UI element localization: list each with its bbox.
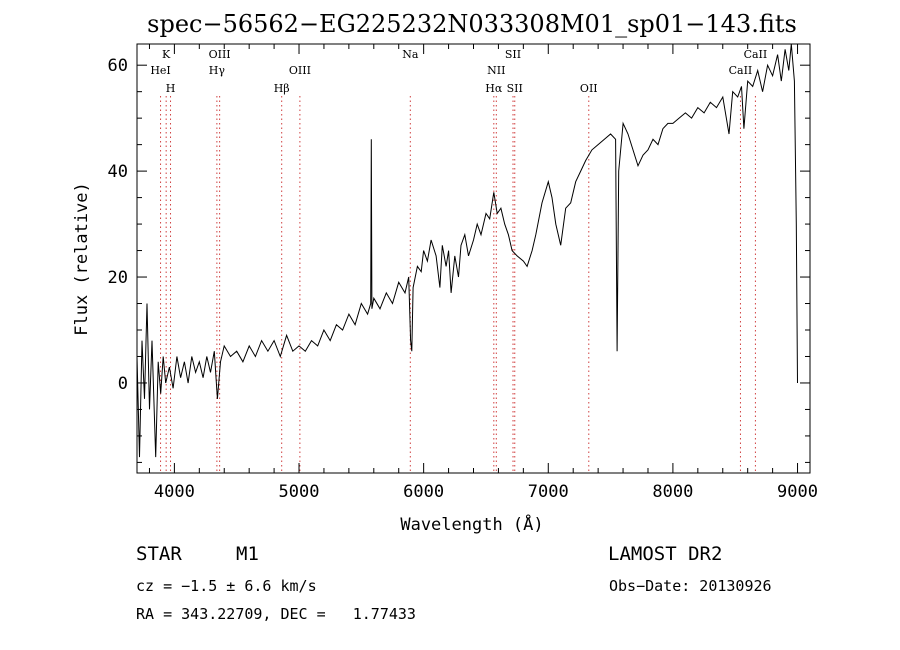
- coordinates: RA = 343.22709, DEC = 1.77433: [136, 605, 416, 623]
- x-tick-label: 9000: [777, 482, 818, 502]
- emission-line-label: SII: [505, 48, 521, 61]
- object-class: STAR: [136, 543, 182, 565]
- emission-line-label: CaII: [729, 64, 753, 77]
- emission-line-label: Na: [402, 48, 419, 61]
- emission-line-label: NII: [487, 64, 505, 77]
- emission-line-label: OII: [580, 82, 598, 95]
- axis-ticks: [137, 44, 810, 473]
- emission-line-label: OIII: [289, 64, 311, 77]
- emission-line-label: H: [166, 82, 176, 95]
- y-tick-label: 40: [108, 162, 128, 182]
- emission-line-label: K: [162, 48, 171, 61]
- emission-line-label: Hβ: [274, 82, 290, 95]
- x-tick-label: 6000: [403, 482, 444, 502]
- object-subclass: M1: [236, 543, 259, 565]
- y-tick-label: 60: [108, 56, 128, 76]
- emission-line-label: Hα: [485, 82, 503, 95]
- emission-line-markers: [160, 96, 756, 473]
- emission-line-label: HeI: [150, 64, 170, 77]
- x-tick-label: 5000: [279, 482, 320, 502]
- plot-frame: [136, 43, 811, 474]
- x-tick-label: 4000: [154, 482, 195, 502]
- survey-name: LAMOST DR2: [608, 543, 723, 565]
- emission-line-label: OIII: [209, 48, 231, 61]
- x-tick-label: 8000: [652, 482, 693, 502]
- emission-line-label: Hγ: [209, 64, 226, 77]
- y-tick-label: 20: [108, 268, 128, 288]
- x-tick-label: 7000: [528, 482, 569, 502]
- emission-line-label: SII: [507, 82, 523, 95]
- observation-date: Obs−Date: 20130926: [609, 577, 772, 595]
- spectrum-series: [136, 43, 798, 458]
- axis-tick-labels: 4000 5000 6000 7000 8000 9000 0 20 40 60: [108, 56, 818, 502]
- y-tick-label: 0: [118, 374, 128, 394]
- redshift-cz: cz = −1.5 ± 6.6 km/s: [136, 577, 317, 595]
- emission-line-label: CaII: [744, 48, 768, 61]
- chart-title: spec−56562−EG225232N033308M01_sp01−143.f…: [147, 10, 797, 38]
- spectrum-line: [136, 43, 798, 458]
- y-axis-label: Flux (relative): [72, 182, 92, 336]
- x-axis-label: Wavelength (Å): [400, 513, 543, 535]
